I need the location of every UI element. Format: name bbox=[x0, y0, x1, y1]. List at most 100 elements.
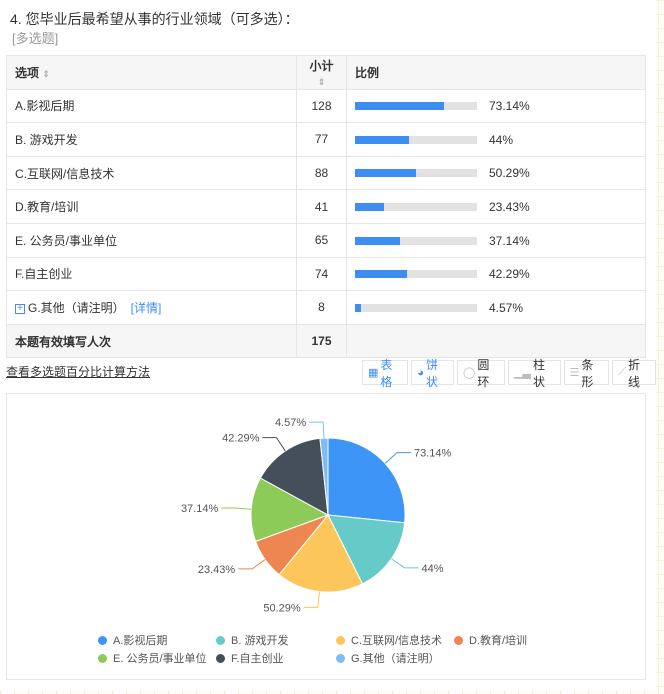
chart-type-pie[interactable]: ◕ 饼状 bbox=[411, 358, 455, 389]
pie-slice[interactable] bbox=[259, 437, 329, 516]
option-count: 77 bbox=[296, 122, 347, 157]
table-row: E. 公务员/事业单位 65 37.14% bbox=[6, 222, 646, 258]
legend-item[interactable]: B. 游戏开发 bbox=[216, 632, 336, 648]
legend-item[interactable]: F.自主创业 bbox=[216, 650, 336, 666]
label-line bbox=[221, 507, 252, 510]
expand-icon[interactable]: + bbox=[15, 303, 25, 314]
chart-type-horizontal-bar[interactable]: ☰ 条形 bbox=[563, 358, 610, 389]
legend-dot bbox=[216, 653, 225, 663]
ratio-bar bbox=[355, 270, 477, 279]
option-label: F.自主创业 bbox=[6, 256, 297, 292]
ratio-percent: 37.14% bbox=[489, 233, 530, 248]
chart-type-donut[interactable]: ◯ 圆环 bbox=[457, 358, 506, 389]
option-ratio: 50.29% bbox=[346, 155, 646, 191]
label-line bbox=[262, 437, 286, 452]
option-ratio: 23.43% bbox=[346, 189, 646, 224]
ratio-bar bbox=[355, 135, 477, 144]
label-line bbox=[309, 421, 325, 439]
option-ratio: 42.29% bbox=[346, 256, 646, 292]
donut-icon: ◯ bbox=[463, 367, 476, 379]
label-line bbox=[303, 591, 320, 608]
pie-slice[interactable] bbox=[278, 514, 364, 593]
legend-dot bbox=[98, 635, 107, 645]
slice-label: 44% bbox=[422, 563, 444, 575]
question-type: [多选题] bbox=[12, 31, 59, 46]
table-row: F.自主创业 74 42.29% bbox=[6, 256, 646, 292]
ratio-percent: 44% bbox=[489, 132, 514, 147]
ratio-bar-fill bbox=[355, 203, 384, 212]
option-label: C.互联网/信息技术 bbox=[6, 155, 297, 191]
chart-type-table[interactable]: ▦ 表格 bbox=[362, 358, 409, 389]
ratio-bar bbox=[355, 102, 477, 111]
option-ratio: 73.14% bbox=[346, 88, 646, 124]
table-row: A.影视后期 128 73.14% bbox=[6, 88, 646, 124]
option-count: 74 bbox=[296, 256, 347, 292]
option-count: 128 bbox=[296, 88, 347, 124]
option-label: A.影视后期 bbox=[6, 88, 297, 124]
option-ratio: 4.57% bbox=[346, 290, 646, 325]
table-row: C.互联网/信息技术 88 50.29% bbox=[6, 155, 646, 191]
question-title: 4. 您毕业后最希望从事的行业领域（可多选）： bbox=[10, 11, 299, 27]
ratio-percent: 42.29% bbox=[489, 267, 530, 282]
label-line bbox=[384, 452, 412, 464]
pie-slice[interactable] bbox=[327, 437, 406, 524]
chart-legend: A.影视后期 B. 游戏开发 C.互联网/信息技术 D.教育/培训 E. 公务员/事业单… bbox=[98, 632, 544, 666]
total-label: 本题有效填写人次 bbox=[6, 323, 297, 359]
option-count: 41 bbox=[296, 189, 347, 224]
ratio-bar-fill bbox=[355, 135, 409, 144]
legend-item[interactable]: E. 公务员/事业单位 bbox=[98, 650, 216, 666]
ratio-percent: 23.43% bbox=[489, 200, 530, 215]
option-count: 65 bbox=[296, 222, 347, 258]
results-table: 选项 ⇕ 小计 ⇕ 比例 A.影视后期 128 73.14% B. 游戏开发 77… bbox=[6, 55, 646, 359]
legend-dot bbox=[216, 635, 225, 645]
legend-item[interactable]: C.互联网/信息技术 bbox=[336, 632, 454, 648]
pie-chart: 73.14% 44% 50.29% 23.43% 37.14% 42.29% 4.57% bbox=[181, 417, 452, 614]
pie-icon: ◕ bbox=[417, 366, 424, 379]
ratio-bar-fill bbox=[355, 303, 361, 312]
chart-type-toolbar: ▦ 表格 ◕ 饼状 ◯ 圆环 ▁▃ 柱状 ☰ 条形 ⟋ 折线 bbox=[362, 358, 657, 389]
legend-dot bbox=[336, 653, 345, 663]
legend-item[interactable]: A.影视后期 bbox=[98, 632, 216, 648]
slice-label: 23.43% bbox=[198, 564, 236, 576]
ratio-percent: 50.29% bbox=[489, 166, 530, 181]
chart-panel: 73.14% 44% 50.29% 23.43% 37.14% 42.29% 4.57% bbox=[6, 393, 646, 680]
chart-type-bar-chart[interactable]: ▁▃ 柱状 bbox=[508, 358, 561, 389]
ratio-percent: 4.57% bbox=[489, 300, 524, 315]
total-row: 本题有效填写人次 175 bbox=[6, 323, 646, 359]
table-icon: ▦ bbox=[368, 367, 379, 379]
ratio-bar-fill bbox=[355, 169, 417, 178]
total-count: 175 bbox=[296, 323, 347, 359]
option-count: 8 bbox=[296, 290, 347, 325]
option-count: 88 bbox=[296, 155, 347, 191]
ratio-bar bbox=[355, 236, 477, 245]
horizontal-bar-icon: ☰ bbox=[569, 367, 580, 379]
pie-slice[interactable] bbox=[327, 514, 406, 585]
option-label: B. 游戏开发 bbox=[6, 122, 297, 157]
slice-label: 73.14% bbox=[414, 448, 452, 460]
table-row: D.教育/培训 41 23.43% bbox=[6, 189, 646, 224]
pie-slice[interactable] bbox=[319, 437, 329, 516]
table-row: B. 游戏开发 77 44% bbox=[6, 122, 646, 157]
slice-label: 4.57% bbox=[275, 417, 306, 429]
chart-type-line-chart[interactable]: ⟋ 折线 bbox=[612, 358, 657, 389]
ratio-bar-fill bbox=[355, 270, 407, 279]
ratio-bar bbox=[355, 203, 477, 212]
ratio-percent: 73.14% bbox=[489, 99, 530, 114]
ratio-bar-fill bbox=[355, 102, 445, 111]
pie-slice[interactable] bbox=[250, 477, 330, 543]
header-option[interactable]: 选项 ⇕ bbox=[6, 55, 297, 90]
slice-label: 50.29% bbox=[263, 602, 301, 614]
legend-item[interactable]: G.其他（请注明） bbox=[336, 650, 454, 666]
calculation-method-link[interactable]: 查看多选题百分比计算方法 bbox=[6, 365, 151, 379]
slice-label: 37.14% bbox=[181, 503, 219, 515]
header-ratio: 比例 bbox=[346, 55, 646, 90]
legend-dot bbox=[98, 653, 107, 663]
legend-item[interactable]: D.教育/培训 bbox=[454, 632, 544, 648]
header-count[interactable]: 小计 ⇕ bbox=[296, 55, 347, 90]
table-row: + G.其他（请注明） [详情] 8 4.57% bbox=[6, 290, 646, 325]
ratio-bar bbox=[355, 303, 477, 312]
slice-label: 42.29% bbox=[222, 433, 260, 445]
detail-link[interactable]: [详情] bbox=[130, 300, 162, 315]
option-label: + G.其他（请注明） [详情] bbox=[6, 290, 297, 325]
